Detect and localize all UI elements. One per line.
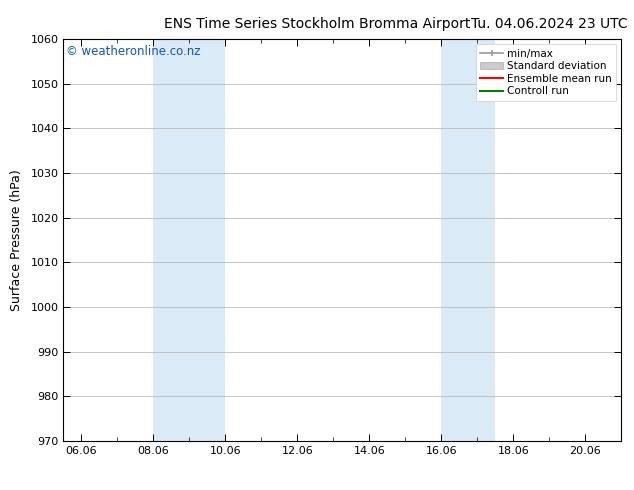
Bar: [153, 39, 225, 441]
Bar: [441, 39, 495, 441]
Y-axis label: Surface Pressure (hPa): Surface Pressure (hPa): [11, 169, 23, 311]
Text: Tu. 04.06.2024 23 UTC: Tu. 04.06.2024 23 UTC: [471, 17, 628, 31]
Text: © weatheronline.co.nz: © weatheronline.co.nz: [66, 45, 201, 58]
Legend: min/max, Standard deviation, Ensemble mean run, Controll run: min/max, Standard deviation, Ensemble me…: [476, 45, 616, 100]
Text: ENS Time Series Stockholm Bromma Airport: ENS Time Series Stockholm Bromma Airport: [164, 17, 470, 31]
